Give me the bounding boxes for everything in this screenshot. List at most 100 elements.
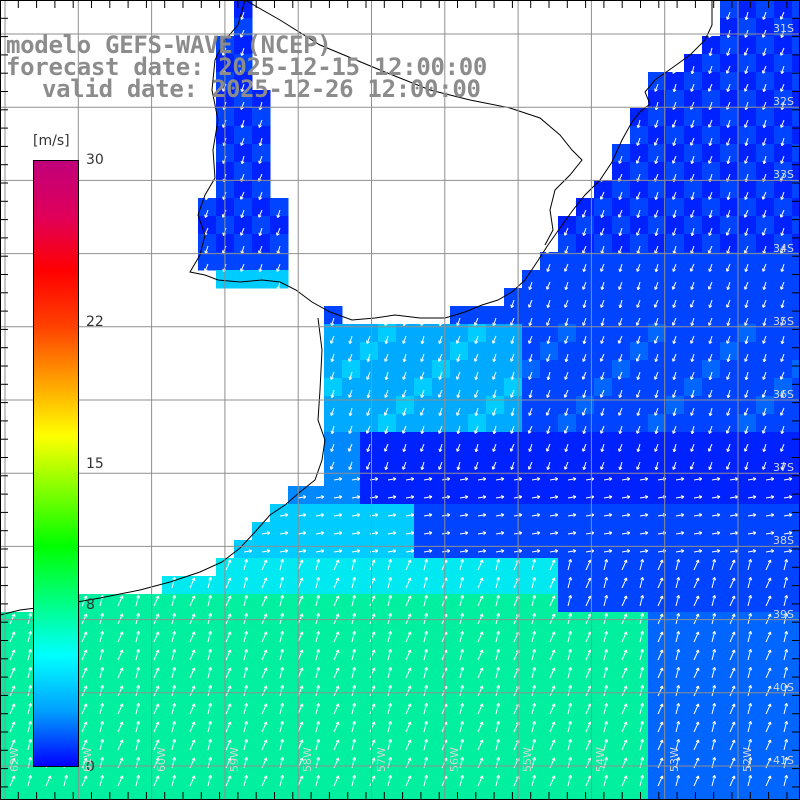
wind-arrow	[387, 576, 393, 589]
wind-arrow	[243, 576, 249, 589]
wind-speed-cell	[342, 540, 361, 559]
wind-arrow	[744, 335, 749, 345]
wind-speed-cell	[630, 738, 649, 757]
wind-speed-cell	[180, 576, 199, 595]
wind-arrow	[240, 137, 245, 146]
wind-arrow	[240, 119, 245, 129]
wind-speed-cell	[378, 720, 397, 739]
wind-arrow	[279, 513, 289, 517]
wind-arrow	[729, 559, 736, 571]
wind-speed-cell	[792, 288, 800, 307]
wind-arrow	[743, 245, 749, 254]
wind-arrow	[762, 11, 767, 20]
wind-speed-cell	[648, 180, 667, 199]
wind-arrow	[441, 549, 451, 553]
wind-arrow	[333, 775, 340, 787]
wind-speed-cell	[342, 450, 361, 469]
wind-speed-cell	[702, 396, 721, 415]
wind-arrow	[531, 738, 537, 751]
wind-speed-cell	[594, 522, 613, 541]
wind-speed-cell	[396, 720, 415, 739]
wind-speed-cell	[648, 288, 667, 307]
wind-arrow	[117, 685, 124, 697]
wind-arrow	[531, 549, 541, 553]
wind-speed-cell	[234, 720, 253, 739]
wind-arrow	[675, 495, 685, 499]
wind-speed-cell	[720, 306, 739, 325]
wind-arrow	[189, 613, 196, 625]
wind-speed-cell	[594, 432, 613, 451]
wind-speed-cell	[342, 774, 361, 793]
wind-speed-cell	[702, 54, 721, 73]
wind-speed-cell	[18, 792, 37, 800]
wind-arrow	[473, 353, 479, 362]
wind-speed-cell	[594, 360, 613, 379]
longitude-label: 59W	[227, 747, 241, 772]
wind-speed-cell	[756, 252, 775, 271]
wind-speed-cell	[594, 540, 613, 559]
wind-arrow	[765, 667, 772, 679]
wind-speed-cell	[450, 738, 469, 757]
wind-arrow	[243, 549, 253, 553]
wind-arrow	[225, 613, 232, 625]
wind-speed-cell	[738, 486, 757, 505]
wind-arrow	[261, 595, 268, 607]
wind-arrow	[636, 461, 641, 470]
wind-speed-cell	[306, 486, 325, 505]
wind-speed-cell	[504, 720, 523, 739]
wind-arrow	[315, 702, 321, 715]
wind-speed-cell	[666, 144, 685, 163]
wind-arrow	[693, 495, 703, 499]
wind-speed-cell	[342, 756, 361, 775]
wind-speed-cell	[198, 252, 217, 271]
wind-arrow	[780, 227, 785, 236]
wind-speed-cell	[576, 198, 595, 217]
wind-speed-cell	[144, 648, 163, 667]
wind-arrow	[387, 630, 393, 643]
wind-arrow	[783, 630, 789, 643]
wind-arrow	[726, 191, 731, 201]
wind-arrow	[405, 513, 415, 517]
wind-speed-cell	[468, 756, 487, 775]
wind-speed-cell	[414, 540, 433, 559]
wind-arrow	[225, 667, 232, 679]
wind-arrow	[492, 389, 497, 399]
wind-arrow	[765, 631, 772, 643]
wind-speed-cell	[702, 198, 721, 217]
wind-arrow	[420, 335, 425, 345]
latitude-label: 41S	[773, 754, 794, 767]
wind-arrow	[387, 549, 397, 553]
wind-speed-cell	[198, 702, 217, 721]
wind-speed-cell	[540, 378, 559, 397]
wind-speed-cell	[648, 522, 667, 541]
wind-speed-cell	[324, 450, 343, 469]
wind-arrow	[708, 353, 713, 362]
wind-arrow	[351, 648, 357, 661]
wind-arrow	[654, 263, 659, 273]
wind-speed-cell	[252, 540, 271, 559]
wind-arrow	[693, 739, 700, 751]
wind-arrow	[639, 558, 645, 571]
wind-speed-cell	[486, 558, 505, 577]
wind-arrow	[546, 425, 551, 434]
wind-arrow	[639, 513, 649, 517]
wind-arrow	[707, 119, 713, 128]
wind-speed-cell	[720, 360, 739, 379]
wind-speed-cell	[774, 342, 793, 361]
wind-speed-cell	[270, 522, 289, 541]
wind-arrow	[654, 407, 659, 416]
wind-arrow	[762, 443, 767, 453]
wind-arrow	[420, 353, 425, 362]
latitude-label: 33S	[773, 168, 794, 182]
wind-speed-cell	[378, 342, 397, 361]
wind-speed-cell	[702, 504, 721, 523]
wind-speed-cell	[720, 432, 739, 451]
wind-speed-cell	[630, 594, 649, 613]
wind-arrow	[729, 721, 736, 733]
wind-speed-cell	[432, 630, 451, 649]
wind-speed-cell	[792, 126, 800, 145]
wind-arrow	[729, 775, 736, 787]
wind-speed-cell	[342, 576, 361, 595]
wind-speed-cell	[252, 270, 271, 289]
wind-speed-cell	[270, 234, 289, 253]
